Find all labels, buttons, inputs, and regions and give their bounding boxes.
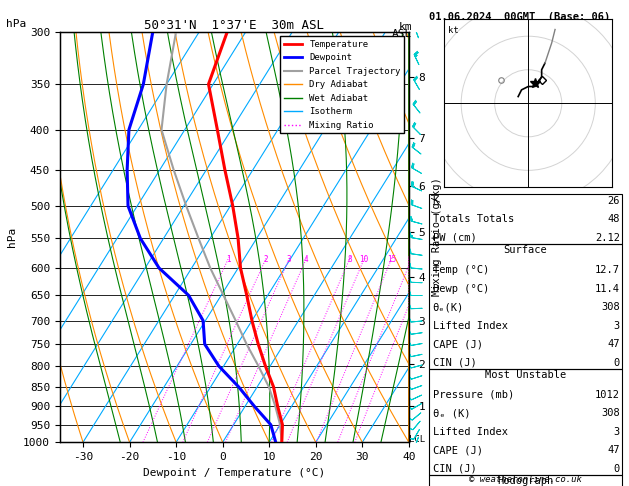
Text: 4: 4 [304, 255, 308, 264]
Y-axis label: Mixing Ratio (g/kg): Mixing Ratio (g/kg) [432, 177, 442, 296]
Text: CIN (J): CIN (J) [433, 464, 476, 474]
Text: Totals Totals: Totals Totals [433, 214, 514, 225]
Text: LCL: LCL [409, 435, 425, 444]
Text: 3: 3 [613, 321, 620, 330]
Bar [428, 194, 622, 244]
Text: ASL: ASL [392, 29, 412, 39]
Y-axis label: hPa: hPa [8, 227, 18, 247]
Title: 50°31'N  1°37'E  30m ASL: 50°31'N 1°37'E 30m ASL [144, 18, 325, 32]
Bar [428, 475, 622, 486]
Text: Lifted Index: Lifted Index [433, 321, 508, 330]
Text: 15: 15 [387, 255, 396, 264]
Text: Temp (°C): Temp (°C) [433, 265, 489, 275]
Bar [428, 369, 622, 475]
Text: 01.06.2024  00GMT  (Base: 06): 01.06.2024 00GMT (Base: 06) [428, 12, 610, 22]
Text: θₑ(K): θₑ(K) [433, 302, 464, 312]
Text: 10: 10 [359, 255, 369, 264]
Text: 1: 1 [226, 255, 230, 264]
Text: K: K [433, 196, 439, 206]
Text: 26: 26 [608, 196, 620, 206]
Text: CAPE (J): CAPE (J) [433, 445, 482, 455]
Text: km: km [399, 22, 412, 32]
Text: Dewp (°C): Dewp (°C) [433, 284, 489, 294]
Text: CAPE (J): CAPE (J) [433, 339, 482, 349]
Text: 11.4: 11.4 [595, 284, 620, 294]
Text: Lifted Index: Lifted Index [433, 427, 508, 437]
Text: 308: 308 [601, 302, 620, 312]
Text: 0: 0 [613, 464, 620, 474]
X-axis label: Dewpoint / Temperature (°C): Dewpoint / Temperature (°C) [143, 468, 325, 478]
Text: hPa: hPa [6, 19, 26, 30]
Text: 3: 3 [287, 255, 291, 264]
Text: PW (cm): PW (cm) [433, 233, 476, 243]
Text: 1012: 1012 [595, 390, 620, 400]
Text: 48: 48 [608, 214, 620, 225]
Text: 12.7: 12.7 [595, 265, 620, 275]
Text: Most Unstable: Most Unstable [484, 370, 566, 380]
Text: 2.12: 2.12 [595, 233, 620, 243]
Text: 8: 8 [347, 255, 352, 264]
Text: CIN (J): CIN (J) [433, 358, 476, 367]
Text: Pressure (mb): Pressure (mb) [433, 390, 514, 400]
Text: Hodograph: Hodograph [497, 476, 554, 486]
Text: 47: 47 [608, 339, 620, 349]
Text: 3: 3 [613, 427, 620, 437]
Text: 2: 2 [264, 255, 268, 264]
Bar [428, 244, 622, 369]
Text: © weatheronline.co.uk: © weatheronline.co.uk [469, 474, 582, 484]
Text: 308: 308 [601, 408, 620, 418]
Text: θₑ (K): θₑ (K) [433, 408, 470, 418]
Text: 47: 47 [608, 445, 620, 455]
Text: kt: kt [448, 26, 459, 35]
Text: 0: 0 [613, 358, 620, 367]
Text: Surface: Surface [503, 245, 547, 255]
Legend: Temperature, Dewpoint, Parcel Trajectory, Dry Adiabat, Wet Adiabat, Isotherm, Mi: Temperature, Dewpoint, Parcel Trajectory… [281, 36, 404, 134]
